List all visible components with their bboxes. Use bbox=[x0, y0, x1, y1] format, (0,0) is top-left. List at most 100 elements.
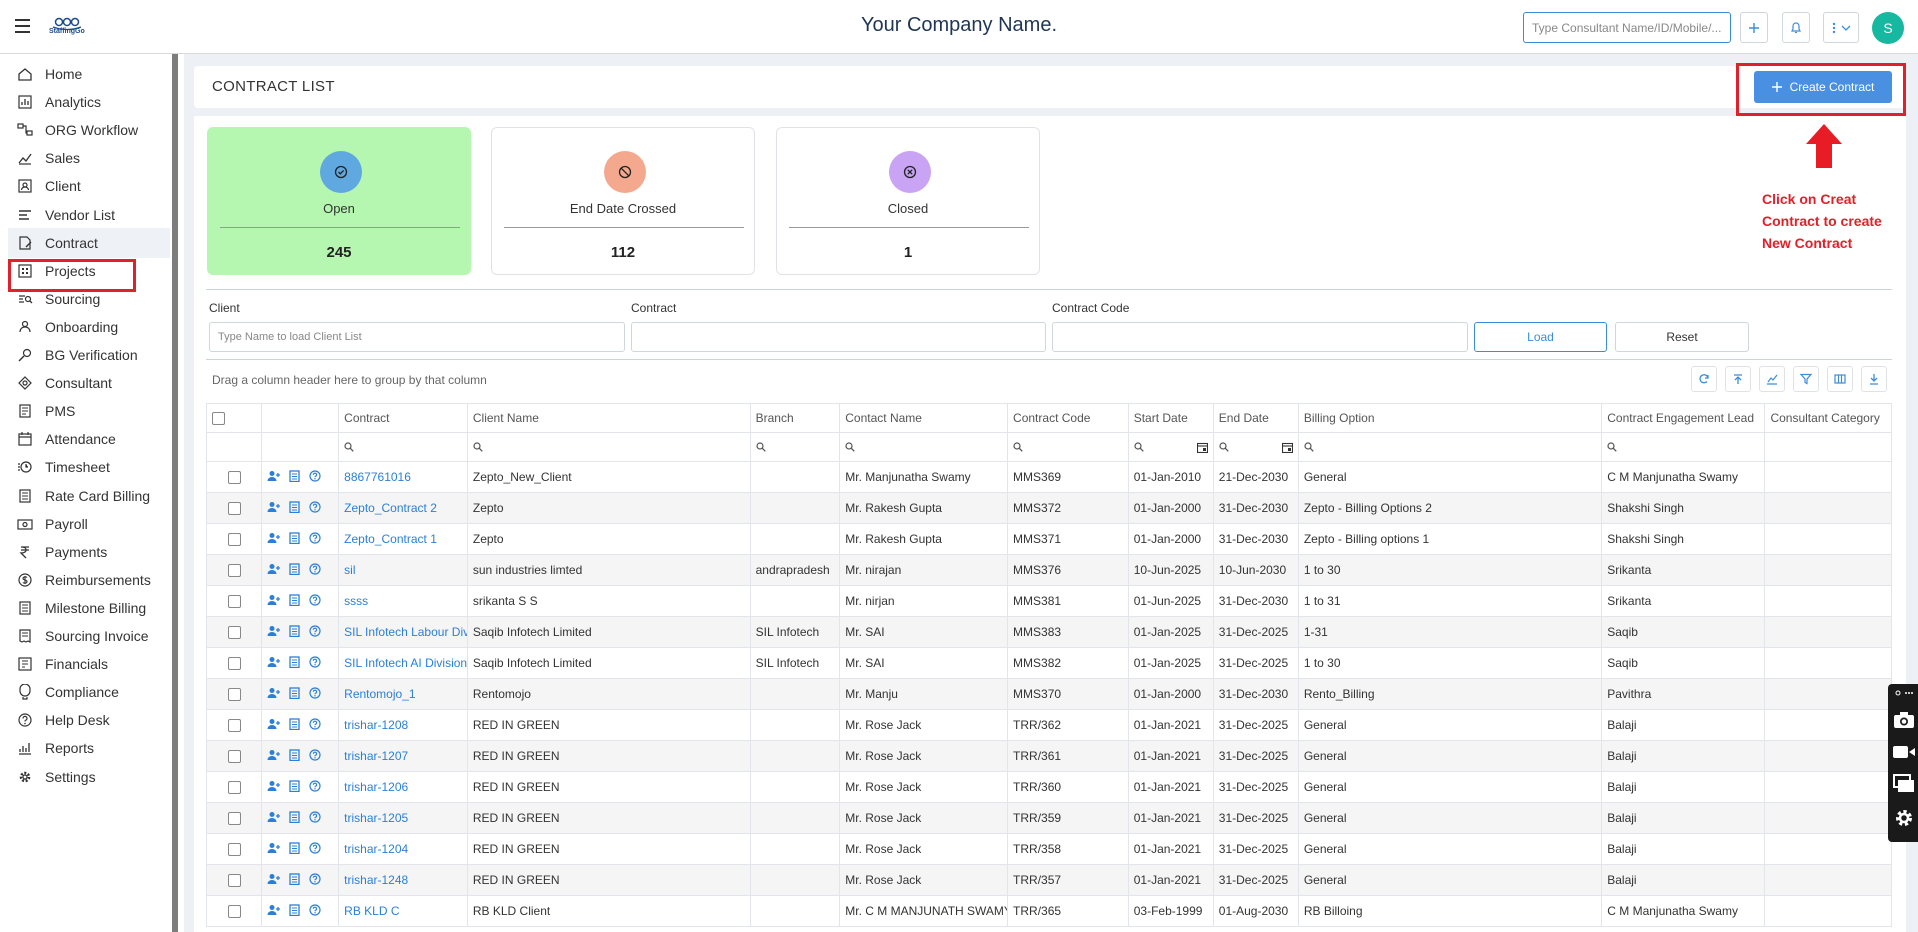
sidebar-item-reports[interactable]: Reports bbox=[8, 733, 170, 763]
sidebar-item-milestone-billing[interactable]: Milestone Billing bbox=[8, 593, 170, 623]
cell-contract[interactable]: Zepto_Contract 2 bbox=[338, 492, 468, 524]
camera-icon[interactable] bbox=[1892, 708, 1916, 732]
row-checkbox[interactable] bbox=[227, 843, 241, 857]
row-checkbox[interactable] bbox=[227, 719, 241, 733]
row-checkbox[interactable] bbox=[227, 471, 241, 485]
cell-contract[interactable]: trishar-1206 bbox=[338, 771, 468, 803]
table-row[interactable]: trishar-1204 RED IN GREEN Mr. Rose Jack TRR… bbox=[205, 833, 1892, 865]
row-checkbox[interactable] bbox=[227, 688, 241, 702]
help-circle-icon[interactable] bbox=[309, 686, 321, 699]
help-circle-icon[interactable] bbox=[309, 903, 321, 916]
column-filter-client-name[interactable] bbox=[466, 432, 751, 462]
calendar-icon[interactable] bbox=[1281, 442, 1293, 453]
user-avatar[interactable]: S bbox=[1872, 12, 1904, 44]
gear-icon[interactable] bbox=[1892, 806, 1916, 830]
help-circle-icon[interactable] bbox=[309, 562, 321, 575]
cell-contract[interactable]: SIL Infotech Labour Div bbox=[338, 616, 468, 648]
stat-card-closed[interactable]: Closed 1 bbox=[776, 127, 1040, 275]
cell-contract[interactable]: Zepto_Contract 1 bbox=[338, 523, 468, 555]
video-icon[interactable] bbox=[1892, 740, 1916, 764]
column-header-start-date[interactable]: Start Date bbox=[1127, 403, 1214, 433]
table-row[interactable]: RB KLD C RB KLD Client Mr. C M MANJUNATH S… bbox=[205, 895, 1892, 927]
cell-contract[interactable]: RB KLD C bbox=[338, 895, 468, 927]
document-icon[interactable] bbox=[289, 655, 300, 668]
column-header-contract[interactable]: Contract bbox=[338, 403, 468, 433]
assign-consultant-icon[interactable] bbox=[267, 563, 281, 575]
column-header-billing-option[interactable]: Billing Option bbox=[1297, 403, 1603, 433]
sidebar-item-projects[interactable]: Projects bbox=[8, 256, 170, 286]
sidebar-item-attendance[interactable]: Attendance bbox=[8, 424, 170, 454]
table-row[interactable]: 8867761016 Zepto_New_Client Mr. Manjunatha… bbox=[205, 461, 1892, 493]
table-row[interactable]: trishar-1205 RED IN GREEN Mr. Rose Jack TRR… bbox=[205, 802, 1892, 834]
cell-contract[interactable]: 8867761016 bbox=[338, 461, 468, 493]
sidebar-item-home[interactable]: Home bbox=[8, 59, 170, 89]
assign-consultant-icon[interactable] bbox=[267, 532, 281, 544]
create-contract-button[interactable]: Create Contract bbox=[1754, 71, 1892, 103]
link-icon[interactable] bbox=[1892, 686, 1916, 700]
sidebar-item-payroll[interactable]: Payroll bbox=[8, 509, 170, 539]
document-icon[interactable] bbox=[289, 624, 300, 637]
cell-contract[interactable]: trishar-1205 bbox=[338, 802, 468, 834]
table-row[interactable]: trishar-1207 RED IN GREEN Mr. Rose Jack TRR… bbox=[205, 740, 1892, 772]
column-header-end-date[interactable]: End Date bbox=[1212, 403, 1299, 433]
sidebar-item-help-desk[interactable]: Help Desk bbox=[8, 705, 170, 735]
document-icon[interactable] bbox=[289, 872, 300, 885]
sidebar-item-org-workflow[interactable]: ORG Workflow bbox=[8, 115, 170, 145]
column-header-branch[interactable]: Branch bbox=[749, 403, 841, 433]
sidebar-item-pms[interactable]: PMS bbox=[8, 396, 170, 426]
sidebar-item-bg-verification[interactable]: BG Verification bbox=[8, 340, 170, 370]
row-checkbox[interactable] bbox=[227, 812, 241, 826]
column-header-contract-engagement-lead[interactable]: Contract Engagement Lead bbox=[1601, 403, 1766, 433]
sidebar-item-client[interactable]: Client bbox=[8, 171, 170, 201]
column-header-contact-name[interactable]: Contact Name bbox=[839, 403, 1009, 433]
select-all-checkbox[interactable] bbox=[212, 412, 225, 426]
chart-button[interactable] bbox=[1759, 366, 1785, 392]
table-row[interactable]: trishar-1248 RED IN GREEN Mr. Rose Jack TRR… bbox=[205, 864, 1892, 896]
cell-contract[interactable]: SIL Infotech AI Division bbox=[338, 647, 468, 679]
document-icon[interactable] bbox=[289, 686, 300, 699]
assign-consultant-icon[interactable] bbox=[267, 501, 281, 513]
column-filter-start-date[interactable] bbox=[1127, 432, 1214, 462]
sidebar-item-timesheet[interactable]: Timesheet bbox=[8, 452, 170, 482]
help-circle-icon[interactable] bbox=[309, 500, 321, 513]
sidebar-item-financials[interactable]: Financials bbox=[8, 649, 170, 679]
load-button[interactable]: Load bbox=[1474, 322, 1607, 352]
help-circle-icon[interactable] bbox=[309, 593, 321, 606]
calendar-icon[interactable] bbox=[1196, 442, 1208, 453]
sidebar-item-payments[interactable]: Payments bbox=[8, 537, 170, 567]
sidebar-item-onboarding[interactable]: Onboarding bbox=[8, 312, 170, 342]
column-filter-contract-engagement-lead[interactable] bbox=[1601, 432, 1766, 462]
table-row[interactable]: sil sun industries limted andrapradesh Mr. … bbox=[205, 554, 1892, 586]
row-checkbox[interactable] bbox=[227, 874, 241, 888]
document-icon[interactable] bbox=[289, 593, 300, 606]
row-checkbox[interactable] bbox=[227, 750, 241, 764]
table-row[interactable]: trishar-1208 RED IN GREEN Mr. Rose Jack TRR… bbox=[205, 709, 1892, 741]
assign-consultant-icon[interactable] bbox=[267, 780, 281, 792]
cell-contract[interactable]: sil bbox=[338, 554, 468, 586]
table-row[interactable]: Rentomojo_1 Rentomojo Mr. Manju MMS370 01-Ja… bbox=[205, 678, 1892, 710]
contract-input[interactable] bbox=[631, 322, 1046, 352]
cell-contract[interactable]: trishar-1207 bbox=[338, 740, 468, 772]
assign-consultant-icon[interactable] bbox=[267, 594, 281, 606]
cell-contract[interactable]: trishar-1208 bbox=[338, 709, 468, 741]
sidebar-item-sales[interactable]: Sales bbox=[8, 143, 170, 173]
sidebar-item-reimbursements[interactable]: Reimbursements bbox=[8, 565, 170, 595]
assign-consultant-icon[interactable] bbox=[267, 904, 281, 916]
assign-consultant-icon[interactable] bbox=[267, 873, 281, 885]
assign-consultant-icon[interactable] bbox=[267, 718, 281, 730]
row-checkbox[interactable] bbox=[227, 781, 241, 795]
sidebar-item-sourcing[interactable]: Sourcing bbox=[8, 284, 170, 314]
sidebar-item-analytics[interactable]: Analytics bbox=[8, 87, 170, 117]
more-options-button[interactable] bbox=[1823, 12, 1859, 43]
column-filter-end-date[interactable] bbox=[1212, 432, 1299, 462]
columns-button[interactable] bbox=[1827, 366, 1853, 392]
document-icon[interactable] bbox=[289, 841, 300, 854]
contract-code-input[interactable] bbox=[1052, 322, 1468, 352]
help-circle-icon[interactable] bbox=[309, 469, 321, 482]
help-circle-icon[interactable] bbox=[309, 655, 321, 668]
sidebar-item-consultant[interactable]: Consultant bbox=[8, 368, 170, 398]
document-icon[interactable] bbox=[289, 717, 300, 730]
document-icon[interactable] bbox=[289, 531, 300, 544]
column-filter-branch[interactable] bbox=[749, 432, 841, 462]
row-checkbox[interactable] bbox=[227, 564, 241, 578]
